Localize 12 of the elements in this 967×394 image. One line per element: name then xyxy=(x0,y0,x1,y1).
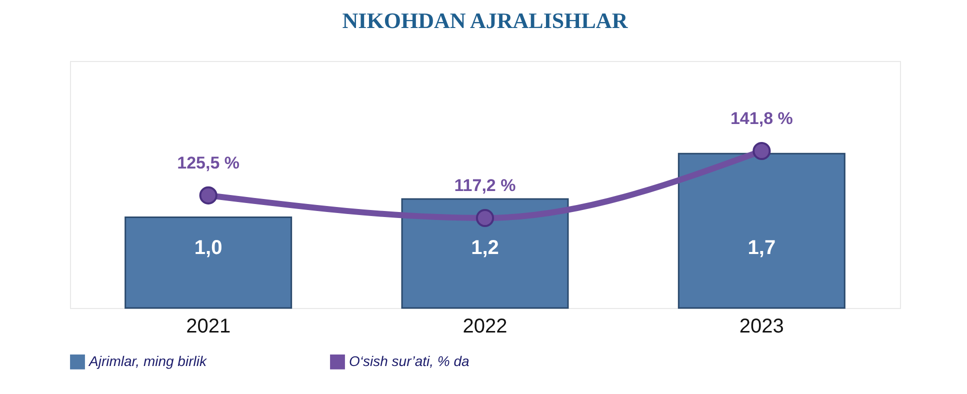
data-label: 1,0 xyxy=(194,237,222,259)
data-label: 1,2 xyxy=(471,237,499,259)
legend-label: Ajrimlar, ming birlik xyxy=(88,352,208,369)
legend-label: O‘sish sur’ati, % da xyxy=(349,352,470,369)
x-tick-label: 2021 xyxy=(186,316,231,338)
x-tick-label: 2023 xyxy=(739,316,784,338)
data-label: 1,7 xyxy=(748,237,776,259)
data-label: 141,8 % xyxy=(730,109,793,128)
chart-title: NIKOHDAN AJRALISHLAR xyxy=(342,8,629,33)
data-label: 125,5 % xyxy=(177,153,240,172)
data-label: 117,2 % xyxy=(454,176,516,195)
x-tick-label: 2022 xyxy=(462,316,508,338)
